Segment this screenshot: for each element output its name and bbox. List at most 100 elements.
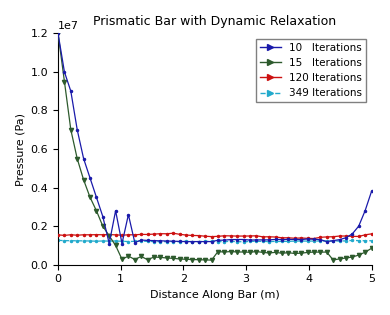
- 120 Iterations: [107, 233, 112, 237]
- 349 Iterations: [305, 239, 310, 243]
- 15   Iterations: [356, 253, 361, 257]
- 120 Iterations: [254, 234, 259, 238]
- 10   Iterations: [248, 238, 252, 242]
- 15   Iterations: [75, 157, 80, 161]
- 349 Iterations: [350, 238, 355, 242]
- 15   Iterations: [184, 257, 188, 261]
- 349 Iterations: [158, 240, 163, 243]
- 10   Iterations: [139, 238, 144, 242]
- 120 Iterations: [286, 236, 291, 240]
- 349 Iterations: [273, 239, 278, 243]
- Line: 120 Iterations: 120 Iterations: [56, 231, 374, 241]
- 349 Iterations: [209, 239, 214, 243]
- 10   Iterations: [101, 215, 105, 218]
- 120 Iterations: [369, 232, 374, 236]
- 10   Iterations: [56, 32, 60, 35]
- 120 Iterations: [241, 234, 246, 238]
- 349 Iterations: [69, 239, 73, 243]
- 15   Iterations: [177, 257, 182, 261]
- 10   Iterations: [337, 238, 342, 242]
- 349 Iterations: [241, 240, 246, 244]
- 15   Iterations: [209, 258, 214, 262]
- 10   Iterations: [318, 238, 323, 242]
- 120 Iterations: [158, 232, 163, 236]
- 10   Iterations: [94, 195, 99, 199]
- 120 Iterations: [324, 235, 329, 239]
- 120 Iterations: [305, 237, 310, 240]
- 15   Iterations: [88, 195, 92, 199]
- 120 Iterations: [209, 235, 214, 238]
- 15   Iterations: [152, 255, 156, 259]
- 120 Iterations: [363, 233, 367, 237]
- 10   Iterations: [120, 242, 124, 245]
- 349 Iterations: [171, 240, 176, 243]
- 10   Iterations: [126, 213, 131, 216]
- 120 Iterations: [337, 234, 342, 238]
- 10   Iterations: [305, 237, 310, 241]
- 120 Iterations: [267, 235, 271, 239]
- 15   Iterations: [337, 257, 342, 261]
- 349 Iterations: [286, 239, 291, 243]
- 120 Iterations: [75, 233, 80, 237]
- 10   Iterations: [241, 238, 246, 241]
- 120 Iterations: [318, 235, 323, 239]
- 349 Iterations: [139, 239, 144, 243]
- 120 Iterations: [190, 234, 195, 238]
- 120 Iterations: [216, 234, 220, 238]
- 10   Iterations: [356, 224, 361, 228]
- 15   Iterations: [305, 250, 310, 254]
- 15   Iterations: [94, 209, 99, 213]
- 15   Iterations: [133, 258, 137, 261]
- 10   Iterations: [177, 239, 182, 243]
- 349 Iterations: [145, 239, 150, 243]
- 349 Iterations: [222, 240, 227, 243]
- 15   Iterations: [62, 80, 67, 83]
- 10   Iterations: [165, 239, 169, 243]
- 349 Iterations: [197, 240, 201, 243]
- 15   Iterations: [363, 250, 367, 254]
- 10   Iterations: [133, 241, 137, 244]
- 15   Iterations: [267, 251, 271, 255]
- 120 Iterations: [344, 234, 348, 238]
- 15   Iterations: [280, 251, 284, 255]
- 349 Iterations: [254, 239, 259, 243]
- 349 Iterations: [81, 239, 86, 243]
- 10   Iterations: [88, 176, 92, 180]
- 10   Iterations: [197, 240, 201, 243]
- 120 Iterations: [165, 232, 169, 236]
- 349 Iterations: [107, 239, 112, 243]
- 120 Iterations: [331, 235, 335, 238]
- 15   Iterations: [292, 252, 297, 255]
- 120 Iterations: [139, 232, 144, 236]
- 10   Iterations: [312, 238, 316, 241]
- Line: 15   Iterations: 15 Iterations: [56, 31, 374, 262]
- 10   Iterations: [235, 238, 239, 241]
- 15   Iterations: [81, 178, 86, 182]
- 15   Iterations: [69, 128, 73, 132]
- 15   Iterations: [197, 258, 201, 261]
- 15   Iterations: [350, 255, 355, 259]
- 349 Iterations: [94, 239, 99, 243]
- 10   Iterations: [113, 209, 118, 213]
- 10   Iterations: [331, 239, 335, 243]
- 349 Iterations: [120, 239, 124, 243]
- 15   Iterations: [216, 250, 220, 254]
- 349 Iterations: [324, 239, 329, 243]
- 120 Iterations: [126, 233, 131, 237]
- 10   Iterations: [171, 239, 176, 243]
- 120 Iterations: [120, 233, 124, 237]
- 10   Iterations: [216, 238, 220, 242]
- 349 Iterations: [203, 239, 207, 243]
- 10   Iterations: [145, 238, 150, 242]
- Y-axis label: Pressure (Pa): Pressure (Pa): [15, 112, 25, 186]
- 10   Iterations: [75, 128, 80, 132]
- 10   Iterations: [203, 240, 207, 243]
- 349 Iterations: [165, 240, 169, 243]
- 349 Iterations: [248, 239, 252, 243]
- 15   Iterations: [235, 250, 239, 254]
- 15   Iterations: [318, 250, 323, 254]
- 349 Iterations: [62, 239, 67, 243]
- 120 Iterations: [299, 236, 303, 240]
- 349 Iterations: [235, 240, 239, 243]
- 15   Iterations: [248, 250, 252, 254]
